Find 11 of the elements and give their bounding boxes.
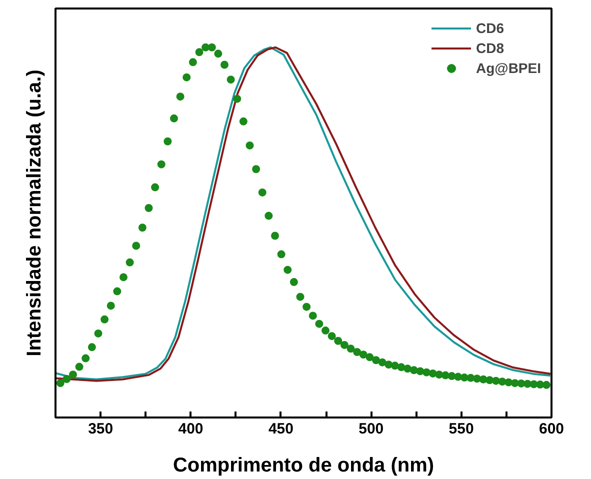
x-tick-label: 500 [358,420,384,438]
x-tick-label: 400 [178,420,204,438]
y-axis-title: Intensidade normalizada (u.a.) [24,70,46,356]
legend-label: CD8 [476,40,504,56]
x-axis-title: Comprimento de onda (nm) [172,454,434,476]
x-tick-label: 600 [538,420,564,438]
x-tick-label: 350 [88,420,114,438]
x-tick-label: 550 [448,420,474,438]
x-tick-label: 450 [268,420,294,438]
legend-label: Ag@BPEI [476,60,541,76]
legend-label: CD6 [476,20,504,36]
